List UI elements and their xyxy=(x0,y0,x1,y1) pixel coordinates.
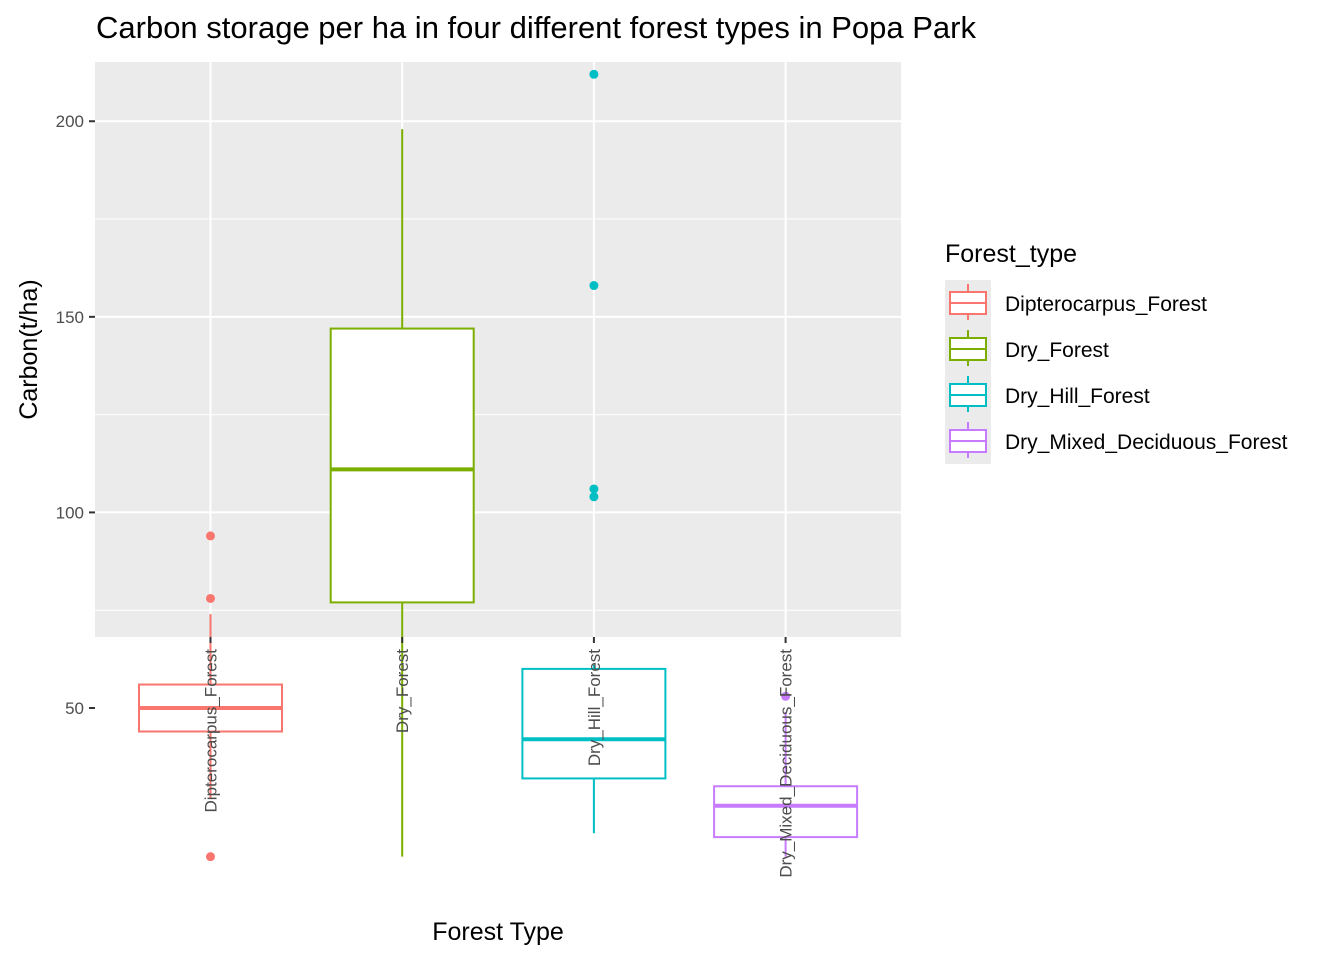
chart-title: Carbon storage per ha in four different … xyxy=(96,10,976,45)
box-Dry_Mixed_Deciduous_Forest xyxy=(713,691,859,857)
y-tick-label: 50 xyxy=(65,699,84,718)
outlier-point xyxy=(206,852,215,862)
x-tick-label: Dry_Forest xyxy=(393,649,412,733)
legend-label: Dry_Mixed_Deciduous_Forest xyxy=(1005,431,1288,454)
box-iqr xyxy=(521,667,667,780)
panel-background xyxy=(95,62,901,637)
box-Dry_Forest xyxy=(329,129,475,857)
axes: 50 100 150 200 Dipterocarpus_Forest Dry_Fores… xyxy=(15,112,796,946)
legend-item-Dry_Hill_Forest: Dry_Hill_Forest xyxy=(945,372,1150,418)
legend: Forest_type Dipterocarpus_Forest Dry_Fores… xyxy=(945,240,1288,464)
legend-label: Dipterocarpus_Forest xyxy=(1005,293,1207,316)
outlier-point xyxy=(206,531,215,541)
outlier-point xyxy=(781,691,791,701)
outlier-point xyxy=(589,484,599,494)
legend-label: Dry_Forest xyxy=(1005,339,1109,362)
outlier-point xyxy=(589,69,599,79)
plot-panel xyxy=(95,62,901,710)
box-iqr xyxy=(329,327,475,604)
box-Dipterocarpus_Forest xyxy=(138,531,283,862)
legend-item-Dry_Forest: Dry_Forest xyxy=(945,326,1109,372)
box-Dry_Hill_Forest xyxy=(521,69,667,834)
legend-item-Dry_Mixed_Deciduous_Forest: Dry_Mixed_Deciduous_Forest xyxy=(945,418,1288,464)
box-iqr xyxy=(713,785,859,839)
legend-label: Dry_Hill_Forest xyxy=(1005,385,1150,408)
y-axis-title: Carbon(t/ha) xyxy=(15,279,43,419)
outlier-point xyxy=(589,492,599,502)
x-tick-label: Dry_Hill_Forest xyxy=(585,649,604,766)
outlier-point xyxy=(589,281,599,291)
box-marks xyxy=(138,69,859,862)
x-tick-label: Dipterocarpus_Forest xyxy=(202,649,221,813)
y-tick-label: 150 xyxy=(56,308,84,327)
y-tick-label: 100 xyxy=(56,503,84,522)
x-axis-title: Forest Type xyxy=(432,918,564,946)
y-tick-label: 200 xyxy=(56,112,84,131)
outlier-point xyxy=(206,593,215,603)
x-tick-label: Dry_Mixed_Deciduous_Forest xyxy=(777,649,796,878)
legend-title: Forest_type xyxy=(945,240,1077,268)
legend-item-Dipterocarpus_Forest: Dipterocarpus_Forest xyxy=(945,280,1207,326)
